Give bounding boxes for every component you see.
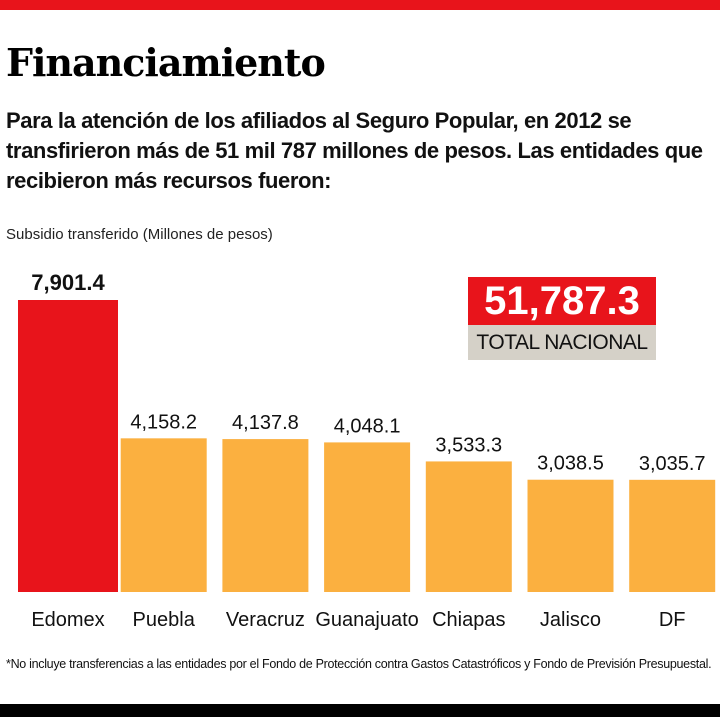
bar-edomex	[18, 300, 118, 592]
value-label: 4,158.2	[130, 411, 197, 433]
bar-guanajuato	[324, 442, 411, 592]
axis-label: Subsidio transferido (Millones de pesos)	[6, 226, 273, 243]
bar-veracruz	[222, 439, 309, 592]
category-label: DF	[659, 609, 686, 631]
page-title: Financiamiento	[6, 40, 326, 85]
value-label: 4,048.1	[334, 415, 401, 437]
value-label: 4,137.8	[232, 412, 299, 434]
bar-df	[629, 479, 716, 592]
category-label: Jalisco	[540, 609, 601, 631]
value-label: 7,901.4	[31, 270, 105, 295]
category-label: Edomex	[31, 609, 104, 631]
value-label: 3,035.7	[639, 453, 706, 475]
total-label: TOTAL NACIONAL	[468, 325, 656, 360]
bar-chiapas	[425, 461, 512, 592]
category-label: Chiapas	[432, 609, 505, 631]
total-box: 51,787.3 TOTAL NACIONAL	[468, 277, 656, 360]
value-label: 3,038.5	[537, 453, 604, 475]
total-value: 51,787.3	[468, 277, 656, 325]
bar-chart: 7,901.4 Edomex 4,158.2 Puebla 4,137.8 Veracru…	[18, 270, 716, 631]
subtitle: Para la atención de los afiliados al Seg…	[6, 108, 703, 193]
category-label: Puebla	[133, 609, 196, 631]
category-label: Veracruz	[226, 609, 305, 631]
bar-jalisco	[527, 479, 614, 592]
bottom-black-bar	[0, 704, 720, 717]
footnote: *No incluye transferencias a las entidad…	[6, 657, 712, 671]
bar-puebla	[120, 438, 207, 592]
category-label: Guanajuato	[315, 609, 418, 631]
value-label: 3,533.3	[435, 434, 502, 456]
top-red-bar	[0, 0, 720, 10]
